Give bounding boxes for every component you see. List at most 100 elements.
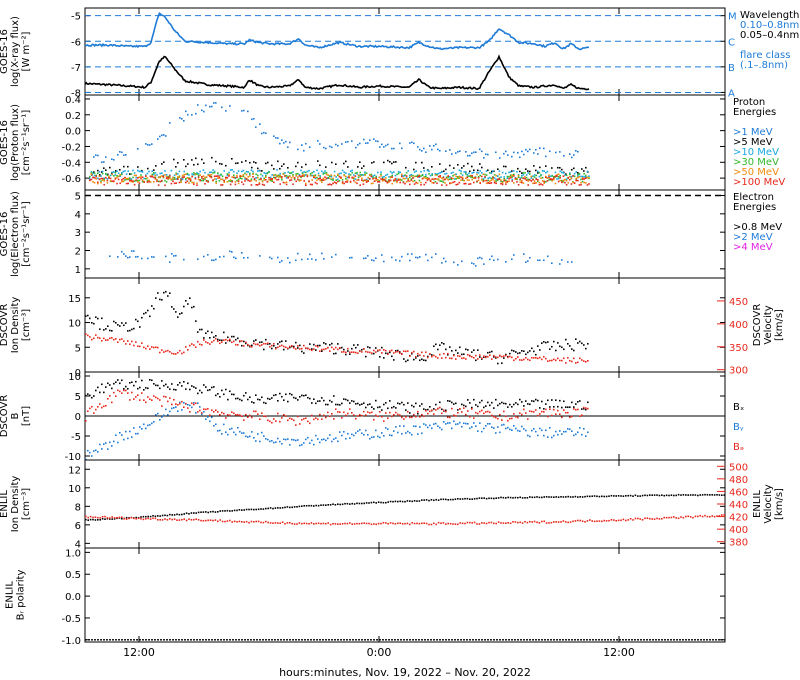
data-point	[199, 389, 201, 392]
series-dscovr_b-0	[85, 379, 589, 415]
data-point	[135, 341, 137, 343]
data-point	[537, 434, 539, 437]
data-point	[188, 182, 190, 184]
data-point	[195, 346, 197, 348]
data-point	[271, 347, 273, 350]
data-point	[409, 412, 411, 414]
data-point	[581, 175, 584, 178]
data-point	[123, 253, 125, 255]
data-point	[273, 135, 275, 137]
data-point	[307, 436, 309, 439]
data-point	[303, 352, 305, 354]
data-point	[153, 169, 155, 171]
y-axis-label-line: GOES-16	[0, 120, 10, 165]
data-point	[444, 173, 446, 175]
y-tick-label: -5	[71, 12, 81, 23]
data-point	[269, 179, 272, 182]
data-point	[100, 177, 102, 180]
data-point	[319, 413, 321, 416]
data-point	[219, 510, 221, 512]
data-point	[587, 407, 589, 410]
data-point	[109, 518, 111, 520]
data-point	[362, 183, 365, 185]
data-point	[261, 396, 263, 399]
data-point	[202, 178, 205, 180]
data-point	[369, 178, 371, 180]
data-point	[289, 444, 291, 446]
data-point	[569, 428, 571, 430]
data-point	[500, 496, 502, 499]
data-point	[213, 178, 216, 180]
data-point	[303, 344, 305, 347]
data-point	[127, 165, 129, 168]
data-point	[382, 521, 385, 524]
data-point	[142, 518, 145, 521]
data-point	[435, 523, 437, 526]
data-point	[409, 180, 411, 183]
y2-tick-label: 400	[729, 320, 748, 331]
data-point	[99, 403, 101, 405]
data-point	[347, 432, 349, 435]
data-point	[137, 432, 139, 435]
data-point	[481, 178, 483, 181]
data-point	[579, 415, 581, 417]
data-point	[188, 177, 190, 179]
data-point	[330, 174, 333, 176]
data-point	[317, 172, 320, 175]
data-point	[419, 416, 421, 418]
data-point	[399, 171, 401, 174]
data-point	[463, 404, 465, 407]
data-point	[549, 178, 552, 180]
data-point	[195, 512, 197, 514]
data-point	[525, 353, 527, 356]
data-point	[95, 316, 97, 318]
data-point	[197, 174, 200, 177]
x-axis-label: hours:minutes, Nov. 19, 2022 – Nov. 20, …	[279, 666, 531, 679]
data-point	[543, 520, 545, 523]
y-tick-label: 10	[68, 319, 81, 330]
data-point	[527, 434, 529, 437]
data-point	[585, 407, 587, 409]
data-point	[713, 515, 716, 518]
data-point	[140, 517, 142, 520]
data-point	[272, 507, 274, 510]
data-point	[415, 175, 417, 177]
data-point	[85, 394, 87, 397]
data-point	[545, 357, 547, 360]
data-point	[269, 440, 271, 443]
data-point	[351, 412, 353, 414]
data-point	[332, 179, 334, 182]
data-point	[147, 257, 149, 260]
data-point	[367, 411, 369, 413]
data-point	[331, 146, 333, 149]
data-point	[540, 177, 542, 179]
data-point	[207, 416, 209, 418]
data-point	[361, 403, 363, 405]
data-point	[212, 179, 214, 181]
data-point	[565, 178, 568, 180]
data-point	[191, 114, 193, 116]
data-point	[375, 179, 377, 182]
data-point	[371, 436, 373, 439]
data-point	[252, 170, 254, 173]
data-point	[155, 165, 157, 167]
data-point	[383, 357, 385, 359]
data-point	[381, 416, 383, 418]
data-point	[349, 437, 351, 439]
data-point	[346, 179, 349, 182]
data-point	[319, 400, 321, 402]
data-point	[353, 414, 355, 416]
legend-entry: Energies	[733, 107, 776, 118]
data-point	[351, 176, 353, 179]
data-point	[553, 496, 555, 498]
data-point	[493, 356, 495, 358]
data-point	[718, 494, 721, 496]
data-point	[569, 175, 571, 178]
data-point	[533, 350, 535, 353]
data-point	[567, 182, 569, 184]
data-point	[435, 498, 437, 501]
data-point	[228, 180, 230, 182]
data-point	[175, 178, 177, 180]
data-point	[347, 350, 349, 352]
data-point	[213, 425, 215, 427]
